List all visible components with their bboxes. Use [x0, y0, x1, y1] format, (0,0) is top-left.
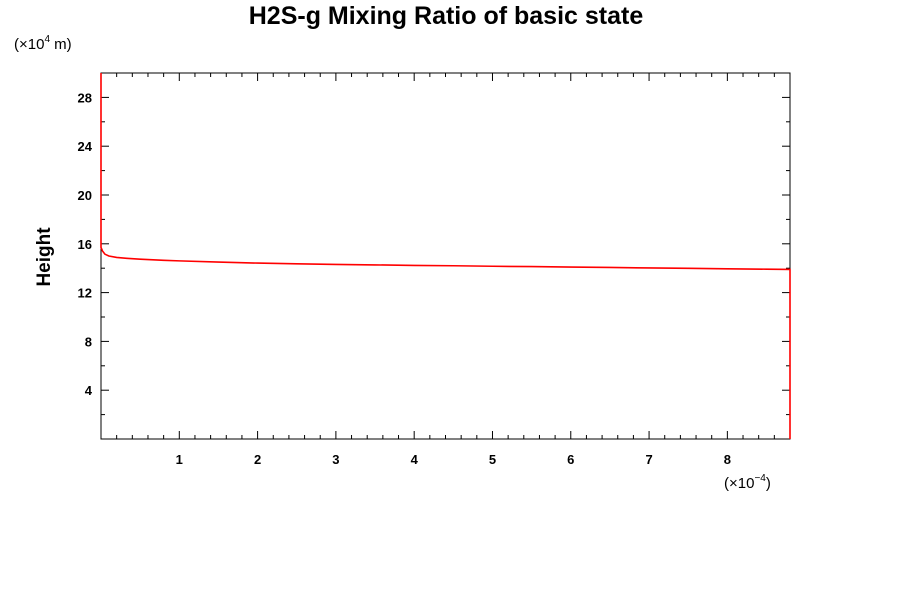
x-tick-label: 6	[567, 452, 574, 467]
y-axis-label: Height	[34, 227, 55, 287]
x-scale-exponent: −4	[754, 473, 766, 484]
x-scale-label: (×10−4)	[724, 473, 771, 492]
y-tick-label: 16	[78, 237, 92, 252]
y-scale-exponent: 4	[44, 34, 50, 45]
series-line-h2s-g	[100, 73, 791, 439]
x-tick-label: 5	[489, 452, 496, 467]
y-tick-label: 24	[78, 139, 93, 154]
y-tick-label: 8	[85, 334, 92, 349]
y-tick-label: 12	[78, 286, 92, 301]
plot-frame	[100, 72, 791, 440]
x-tick-label: 8	[724, 452, 731, 467]
y-tick-label: 20	[78, 188, 92, 203]
x-tick-label: 3	[332, 452, 339, 467]
chart-title: H2S-g Mixing Ratio of basic state	[249, 2, 644, 30]
major-ticks	[101, 73, 790, 439]
x-scale-suffix: )	[766, 475, 771, 492]
minor-ticks	[101, 73, 790, 439]
y-scale-label: (×104 m)	[14, 34, 72, 53]
y-tick-label: 28	[78, 90, 92, 105]
x-scale-prefix: (×10	[724, 475, 754, 492]
x-tick-label: 1	[176, 452, 183, 467]
x-tick-label: 4	[411, 452, 419, 467]
y-scale-prefix: (×10	[14, 36, 44, 53]
y-tick-label: 4	[85, 383, 93, 398]
y-scale-suffix: m)	[50, 36, 72, 53]
x-tick-label: 2	[254, 452, 261, 467]
x-tick-label: 7	[645, 452, 652, 467]
